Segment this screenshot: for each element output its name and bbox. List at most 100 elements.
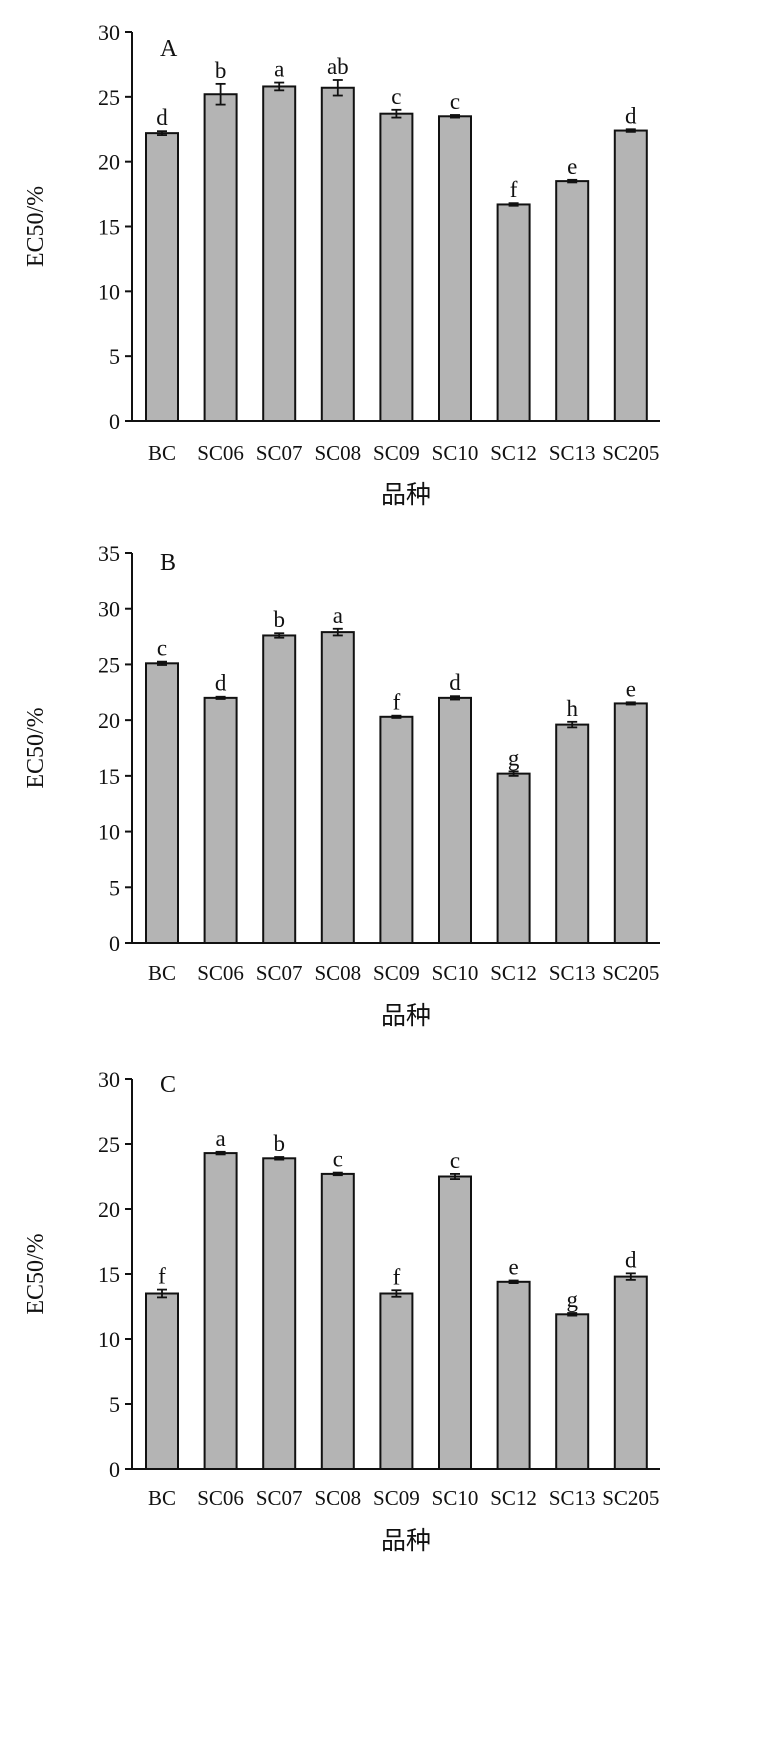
x-tick-label: SC13 [549,961,596,985]
y-tick-label: 15 [98,1262,120,1287]
bar-sc09 [379,112,414,422]
significance-letter: d [215,671,227,696]
x-tick-label: SC12 [490,441,537,465]
bar-bc [145,132,179,422]
y-axis-title: EC50/% [23,1233,49,1314]
error-bar [625,128,636,133]
significance-letter: b [273,607,285,632]
chart-panel-a: 0 5 10 15 20 25 30 EC50/% Ad BC b SC06 a SC07 ab SC08 c S… [23,20,660,509]
y-tick-label: 20 [98,1197,120,1222]
x-tick-label: SC08 [314,961,361,985]
x-tick-label: SC10 [432,961,479,985]
error-bar [157,1288,167,1299]
significance-letter: f [510,177,518,202]
x-axis-title: 品种 [381,480,431,509]
error-bar [274,632,285,639]
bar-sc13 [555,180,590,422]
bar-sc07 [262,85,297,423]
x-tick-label: SC06 [197,961,244,985]
error-bar [567,720,578,729]
significance-letter: c [450,89,460,114]
significance-letter: f [158,1264,166,1289]
y-tick-label: 0 [109,409,120,434]
bar-sc08 [320,1172,355,1471]
error-bar [450,695,460,701]
error-bar [157,130,167,136]
error-bar [274,1156,285,1161]
significance-letter: g [508,745,520,770]
y-tick-label: 5 [109,1392,120,1417]
significance-letter: d [625,103,637,128]
error-bar [332,627,343,637]
panel-letter: B [160,550,176,576]
error-bar [625,701,636,706]
bar-sc12 [496,772,531,945]
bar-sc12 [496,203,531,422]
y-tick-label: 10 [98,820,120,845]
error-bar [391,1289,402,1298]
x-tick-label: SC205 [602,441,659,465]
y-axis-title: EC50/% [23,707,49,788]
bar-sc06 [203,696,238,944]
significance-letter: g [566,1287,578,1312]
error-bar [391,108,402,119]
error-bar [450,114,460,119]
y-tick-label: 15 [98,215,120,240]
x-tick-label: SC08 [314,441,361,465]
y-tick-label: 10 [98,279,120,304]
significance-letter: d [156,105,168,130]
bar-sc205 [613,129,648,422]
y-tick-label: 5 [109,344,120,369]
y-tick-label: 25 [98,85,120,110]
x-tick-label: SC09 [373,961,420,985]
bar-sc205 [613,1275,648,1470]
y-tick-label: 20 [98,708,120,733]
bar-sc07 [262,634,297,944]
significance-letter: e [626,676,636,701]
significance-letter: f [393,690,401,715]
error-bar [567,178,578,184]
x-tick-label: BC [148,961,176,985]
significance-letter: h [566,696,578,721]
bar-sc07 [262,1157,297,1471]
x-tick-label: SC10 [432,1486,479,1510]
x-tick-label: BC [148,1486,176,1510]
y-tick-label: 10 [98,1327,120,1352]
x-tick-label: SC08 [314,1486,361,1510]
significance-letter: f [393,1264,401,1289]
bar-sc13 [555,1313,590,1471]
y-tick-label: 5 [109,875,120,900]
y-tick-label: 25 [98,1132,120,1157]
chart-panel-b: 0 5 10 15 20 25 30 35 EC50/% Bc BC d SC06 b SC07 a SC08 f… [23,541,660,1030]
significance-letter: a [215,1126,225,1151]
error-bar [625,1272,636,1281]
y-tick-label: 0 [109,1457,120,1482]
error-bar [332,1171,343,1177]
bar-sc10 [438,696,472,944]
x-tick-label: SC06 [197,441,244,465]
panel-letter: A [160,36,178,62]
x-tick-label: SC10 [432,441,479,465]
significance-letter: a [274,57,284,82]
bar-sc09 [379,1292,414,1470]
x-tick-label: SC12 [490,961,537,985]
significance-letter: c [450,1148,460,1173]
y-tick-label: 30 [98,1067,120,1092]
error-bar [274,81,285,92]
chart-panel-c: 0 5 10 15 20 25 30 EC50/% Cf BC a SC06 b SC07 c SC08 f SC… [23,1067,660,1555]
x-tick-label: SC12 [490,1486,537,1510]
x-tick-label: SC13 [549,441,596,465]
y-tick-label: 0 [109,931,120,956]
error-bar [215,695,226,700]
bar-bc [145,662,179,944]
y-tick-label: 30 [98,597,120,622]
y-tick-label: 30 [98,20,120,45]
significance-letter: a [333,603,343,628]
x-tick-label: SC205 [602,1486,659,1510]
x-tick-label: SC07 [256,961,303,985]
bar-sc08 [320,631,355,944]
bar-sc06 [203,93,238,423]
bar-sc09 [379,715,414,944]
x-tick-label: SC205 [602,961,659,985]
